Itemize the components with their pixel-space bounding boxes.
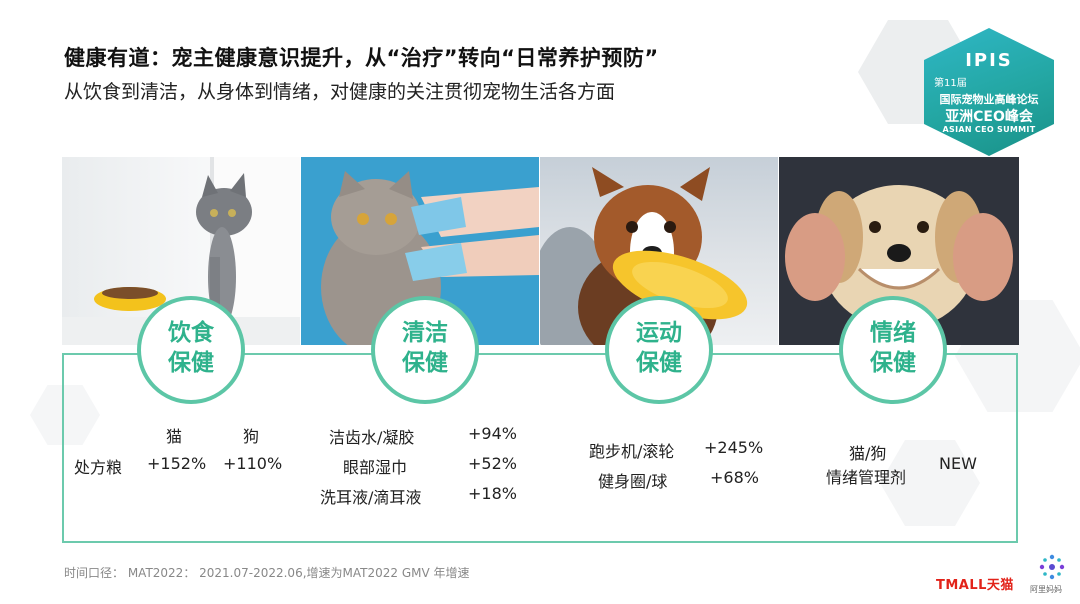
diet-health-badge: 饮食 保健 [137,296,245,404]
cat-grooming-illustration [321,171,539,345]
slide-title: 健康有道：宠主健康意识提升，从“治疗”转向“日常养护预防” [64,46,659,70]
exercise-health-badge: 运动 保健 [605,296,713,404]
alimama-logo-icon [1039,554,1065,580]
alimama-label: 阿里妈妈 [1030,585,1062,594]
stat-name: 猫/狗 [849,444,887,463]
stat-value-cat: +152% [147,454,207,473]
logo-edition: 第11届 [934,78,967,89]
stat-name: 洁齿水/凝胶 [329,428,415,447]
stat-value: +245% [704,438,764,457]
tmall-logo: TMALL天猫 [936,578,1014,593]
dog-smile-illustration [779,157,1019,345]
cleaning-health-badge: 清洁 保健 [371,296,479,404]
badge-line2: 保健 [402,350,448,376]
badge-line1: 运动 [636,320,682,346]
stat-value: +68% [710,468,759,487]
stats-frame [62,353,1018,543]
slide-subtitle: 从饮食到清洁，从身体到情绪，对健康的关注贯彻宠物生活各方面 [64,81,616,103]
stat-value-dog: +110% [223,454,283,473]
column-header-cat: 猫 [166,427,183,446]
decorative-hexagon [880,440,980,526]
badge-line1: 饮食 [168,320,214,346]
column-header-dog: 狗 [243,427,260,446]
badge-line1: 情绪 [870,320,916,346]
badge-line2: 保健 [636,350,682,376]
stat-name: 处方粮 [74,458,123,477]
emotion-health-badge: 情绪 保健 [839,296,947,404]
stat-name: 眼部湿巾 [343,458,408,477]
logo-line2: 亚洲CEO峰会 [945,109,1033,125]
logo-brand: IPIS [965,50,1013,71]
logo-line3: ASIAN CEO SUMMIT [942,125,1036,134]
stat-name: 洗耳液/滴耳液 [320,488,422,507]
stat-name: 情绪管理剂 [826,468,907,487]
logo-line1: 国际宠物业高峰论坛 [939,93,1039,106]
badge-line2: 保健 [168,350,214,376]
data-source-note: 时间口径： MAT2022： 2021.07-2022.06,增速为MAT202… [64,566,470,580]
stat-name: 健身圈/球 [598,472,668,491]
stat-name: 跑步机/滚轮 [589,442,675,461]
badge-line1: 清洁 [402,320,448,346]
badge-line2: 保健 [870,350,916,376]
stat-value: +52% [468,454,517,473]
stat-value: +94% [468,424,517,443]
stat-value: NEW [939,454,977,473]
stat-value: +18% [468,484,517,503]
